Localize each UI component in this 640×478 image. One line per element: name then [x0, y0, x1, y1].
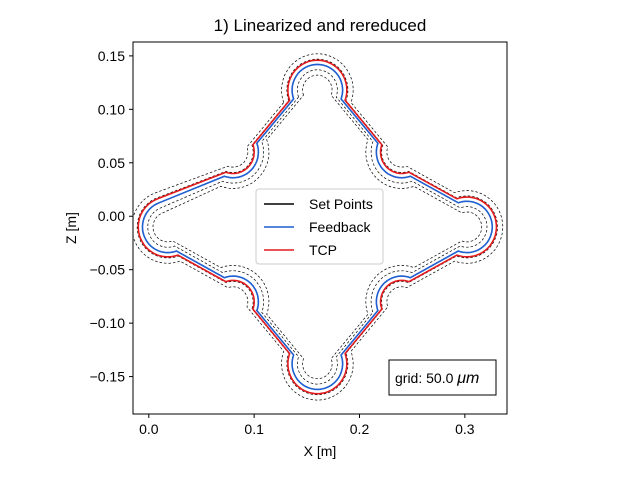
y-axis-label: Z [m]: [63, 212, 79, 244]
grid-annotation-box: [388, 359, 497, 396]
legend-frame: [255, 188, 384, 265]
legend: Set Points Feedback TCP: [255, 188, 384, 265]
y-axis-ticks: 0.15 0.10 0.05 0.00 −0.05 −0.10 −0.15: [90, 48, 133, 385]
x-tick-label: 0.2: [350, 421, 370, 437]
x-axis-ticks: 0.0 0.1 0.2 0.3: [139, 414, 475, 437]
grid-annotation-text: grid: 50.0 μm: [395, 370, 479, 387]
x-axis-label: X [m]: [304, 443, 337, 459]
chart-title: 1) Linearized and rereduced: [214, 16, 427, 35]
x-tick-label: 0.3: [455, 421, 475, 437]
y-tick-label: 0.00: [98, 208, 125, 224]
x-tick-label: 0.1: [244, 421, 264, 437]
legend-label-feedback: Feedback: [309, 219, 371, 235]
series-line-feedback: [141, 63, 494, 391]
y-tick-label: −0.15: [90, 369, 126, 385]
data-lines: [137, 59, 498, 395]
y-tick-label: 0.15: [98, 48, 125, 64]
tolerance-band-line: [147, 69, 488, 385]
legend-label-tcp: TCP: [309, 242, 337, 258]
tolerance-bands: [133, 53, 504, 401]
legend-label-set-points: Set Points: [309, 196, 373, 212]
tolerance-band-line: [133, 53, 504, 401]
series-line-tcp: [137, 59, 498, 395]
y-tick-label: 0.10: [98, 101, 125, 117]
grid-annotation: grid: 50.0 μm: [388, 359, 497, 396]
y-tick-label: −0.05: [90, 262, 126, 278]
y-tick-label: 0.05: [98, 155, 125, 171]
tolerance-band-line: [136, 58, 498, 396]
y-tick-label: −0.10: [90, 315, 126, 331]
x-tick-label: 0.0: [139, 421, 159, 437]
plot-area-frame: [132, 41, 508, 415]
